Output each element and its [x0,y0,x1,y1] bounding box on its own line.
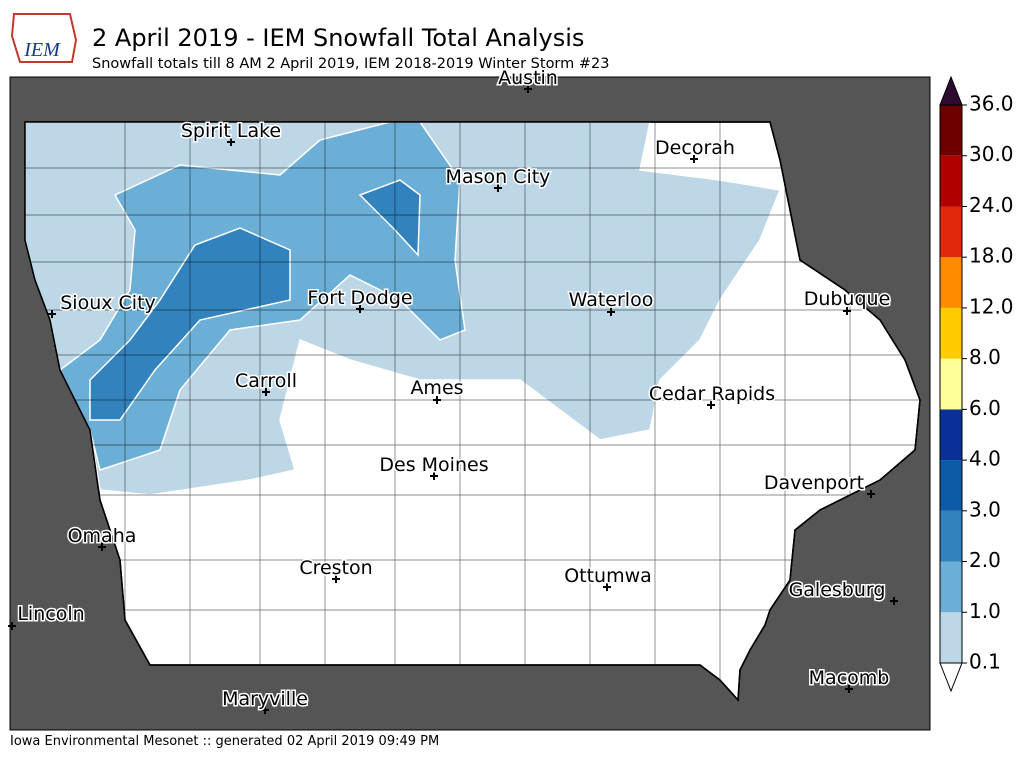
logo-text: IEM [23,39,61,61]
city-marker [690,155,698,163]
colorbar-segment [940,612,962,663]
city-marker [607,308,615,316]
city-marker [430,472,438,480]
city-marker [48,310,56,318]
colorbar-label: 4.0 [969,447,1001,471]
city-label: Des Moines [379,454,488,476]
city-label: Waterloo [569,289,654,311]
city-marker [867,490,875,498]
subtitle: Snowfall totals till 8 AM 2 April 2019, … [92,56,609,72]
city-label: Davenport [764,472,864,494]
city-marker [332,575,340,583]
city-marker [356,305,364,313]
city-label: Lincoln [17,603,84,625]
colorbar-segment [940,409,962,461]
city-marker [227,138,235,146]
city-label: Mason City [446,166,551,188]
city-label: Galesburg [789,579,886,601]
colorbar-label: 36.0 [969,92,1014,116]
colorbar-frame [939,104,963,664]
logo: IEM [10,13,78,63]
colorbar-label: 30.0 [969,142,1014,166]
city-label: Decorah [655,137,735,159]
city-marker [707,401,715,409]
city-label: Ames [410,377,463,399]
city-marker [890,597,898,605]
colorbar-label: 6.0 [969,396,1001,420]
snow-contours [25,122,920,700]
colorbar: 0.1 1.0 2.0 3.0 4.0 6.0 8.0 12.0 18.0 24.0 30.0 36.… [939,75,1014,693]
city-marker [262,388,270,396]
colorbar-segment [940,155,962,207]
colorbar-label: 1.0 [969,599,1001,623]
city-marker [524,85,532,93]
city-label: Sioux City [60,292,156,314]
colorbar-label: 8.0 [969,345,1001,369]
city-marker [603,583,611,591]
title: 2 April 2019 - IEM Snowfall Total Analys… [92,24,584,52]
city-marker [494,184,502,192]
colorbar-segment [940,257,962,308]
city-label: Dubuque [804,288,891,310]
colorbar-segment [940,307,962,359]
city-label: Creston [299,557,372,579]
city-marker [843,307,851,315]
city-label: Macomb [809,667,890,689]
colorbar-segment [940,510,962,562]
colorbar-under [939,662,963,693]
city-label: Ottumwa [564,565,652,587]
colorbar-segment [940,206,962,258]
colorbar-segment [940,105,962,156]
colorbar-label: 3.0 [969,497,1001,521]
colorbar-label: 24.0 [969,193,1014,217]
city-label: Spirit Lake [181,120,281,142]
city-marker [8,622,16,630]
colorbar-label: 0.1 [969,650,1001,674]
city-label: Omaha [68,525,137,547]
city-label: Carroll [235,370,297,392]
city-label: Maryville [222,688,308,710]
city-label: Austin [498,67,558,89]
city-marker [433,396,441,404]
colorbar-label: 18.0 [969,244,1014,268]
city-marker [845,685,853,693]
city-label: Fort Dodge [307,287,412,309]
cities: Austin Spirit Lake Decorah Mason City Sioux … [8,66,898,714]
colorbar-label: 12.0 [969,294,1014,318]
colorbar-segment [940,561,962,613]
city-marker [98,543,106,551]
colorbar-segment [940,358,962,410]
city-marker [261,706,269,714]
colorbar-segment [940,460,962,511]
city-label: Cedar Rapids [649,383,775,405]
map [9,76,931,731]
footer: Iowa Environmental Mesonet :: generated … [10,734,439,749]
colorbar-over [939,75,963,106]
colorbar-label: 2.0 [969,548,1001,572]
